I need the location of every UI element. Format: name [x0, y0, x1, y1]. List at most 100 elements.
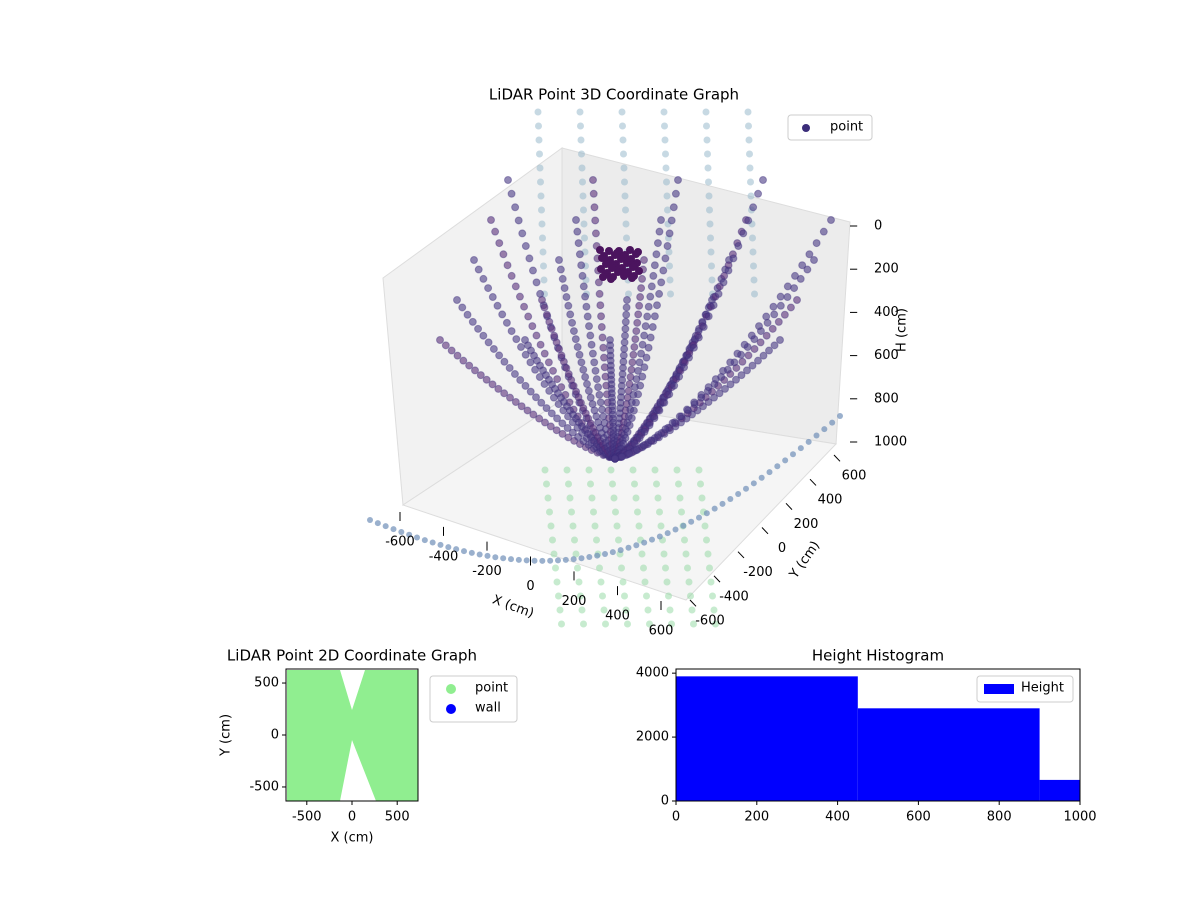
cloud-dot — [484, 338, 493, 347]
cloud-dot — [468, 317, 477, 326]
cloud-dot — [598, 333, 607, 342]
cloud-dot — [653, 239, 662, 248]
tick-label: 0 — [526, 579, 534, 594]
cloud-dot — [663, 242, 672, 251]
cloud-dot — [625, 290, 632, 298]
cloud-dot — [618, 108, 626, 116]
cloud-dot — [625, 449, 634, 458]
bar — [676, 676, 858, 801]
cloud-dot — [663, 192, 671, 200]
cloud-dot — [607, 275, 615, 283]
cloud-dot — [805, 250, 814, 259]
cloud-dot — [706, 564, 713, 572]
cloud-dot — [520, 302, 529, 311]
cloud-dot — [568, 318, 577, 327]
cloud-dot — [566, 494, 574, 502]
cloud-dot — [620, 272, 628, 280]
cloud-dot — [532, 331, 541, 340]
tick-mark — [737, 551, 745, 559]
cloud-dot — [650, 312, 659, 321]
cloud-dot — [521, 336, 529, 344]
cloud-dot — [629, 350, 638, 359]
cloud-dot — [780, 310, 789, 319]
cloud-dot — [633, 318, 642, 327]
cloud-dot — [535, 136, 543, 144]
cloud-dot — [744, 108, 752, 116]
cloud-dot — [675, 480, 682, 488]
hist-bars — [676, 676, 1080, 801]
tick-label: 1000 — [874, 435, 907, 450]
legend-label: wall — [475, 701, 501, 716]
cloud-dot — [521, 381, 530, 390]
cloud-dot — [590, 508, 597, 516]
cloud-dot — [591, 366, 600, 375]
cloud-dot — [638, 274, 647, 283]
tick-mark — [809, 478, 817, 486]
cloud-dot — [655, 406, 664, 415]
cloud-dot — [586, 554, 593, 561]
cloud-dot — [709, 301, 718, 310]
cloud-dot — [563, 466, 571, 474]
cloud-dot — [597, 323, 606, 332]
cloud-dot — [579, 178, 586, 186]
cloud-dot — [646, 292, 655, 301]
cloud-dot — [550, 331, 559, 340]
cloud-dot — [746, 150, 753, 158]
cloud-dot — [660, 398, 669, 407]
cloud-dot — [406, 531, 413, 538]
legend-marker — [984, 684, 1014, 694]
cloud-dot — [453, 546, 460, 553]
cloud-dot — [649, 271, 658, 280]
cloud-dot — [726, 380, 735, 389]
cloud-dot — [534, 108, 542, 116]
cloud-dot — [564, 301, 573, 310]
cloud-dot — [588, 349, 597, 358]
cloud-dot — [662, 164, 670, 172]
cloud-dot — [471, 366, 479, 375]
cloud-dot — [630, 343, 639, 352]
cloud-dot — [559, 357, 568, 366]
cloud-dot — [745, 122, 752, 130]
cloud-dot — [653, 301, 661, 310]
cloud-dot — [585, 466, 593, 474]
cloud-dot — [709, 592, 716, 600]
legend-3d — [787, 114, 873, 141]
cloud-dot — [827, 216, 835, 224]
cloud-dot — [508, 556, 514, 563]
cloud-dot — [634, 390, 643, 399]
cloud-dot — [479, 274, 488, 283]
cloud-dot — [589, 176, 597, 184]
cloud-dot — [546, 422, 555, 431]
cloud-dot — [631, 335, 640, 344]
cloud-dot — [507, 327, 516, 336]
cloud-dot — [797, 445, 804, 452]
cloud-dot — [528, 322, 537, 331]
cloud-dot — [675, 372, 684, 381]
cloud-dot — [577, 261, 586, 270]
cloud-dot — [571, 536, 578, 544]
cloud-dot — [510, 370, 519, 379]
cloud-dot — [593, 536, 600, 544]
cloud-dot — [695, 466, 703, 474]
cloud-dot — [476, 371, 485, 380]
cloud-dot — [459, 356, 468, 365]
cloud-dot — [498, 310, 507, 319]
cloud-dot — [620, 164, 628, 172]
cloud-dot — [545, 317, 554, 326]
cloud-dot — [491, 227, 500, 236]
cloud-dot — [367, 517, 373, 523]
cloud-dot — [643, 592, 650, 600]
cloud-dot — [821, 426, 828, 433]
cloud-dot — [706, 220, 714, 228]
cloud-dot — [541, 418, 549, 427]
cloud-dot — [783, 293, 792, 302]
cloud-dot — [580, 220, 588, 228]
x-label-2d: X (cm) — [331, 831, 374, 846]
cloud-dot — [629, 466, 637, 474]
cloud-dot — [623, 234, 630, 242]
cloud-dot — [537, 192, 545, 200]
cloud-dot — [681, 536, 688, 544]
cloud-dot — [755, 322, 763, 331]
cloud-dot — [502, 318, 511, 327]
x-tick-label: 400 — [825, 810, 850, 825]
